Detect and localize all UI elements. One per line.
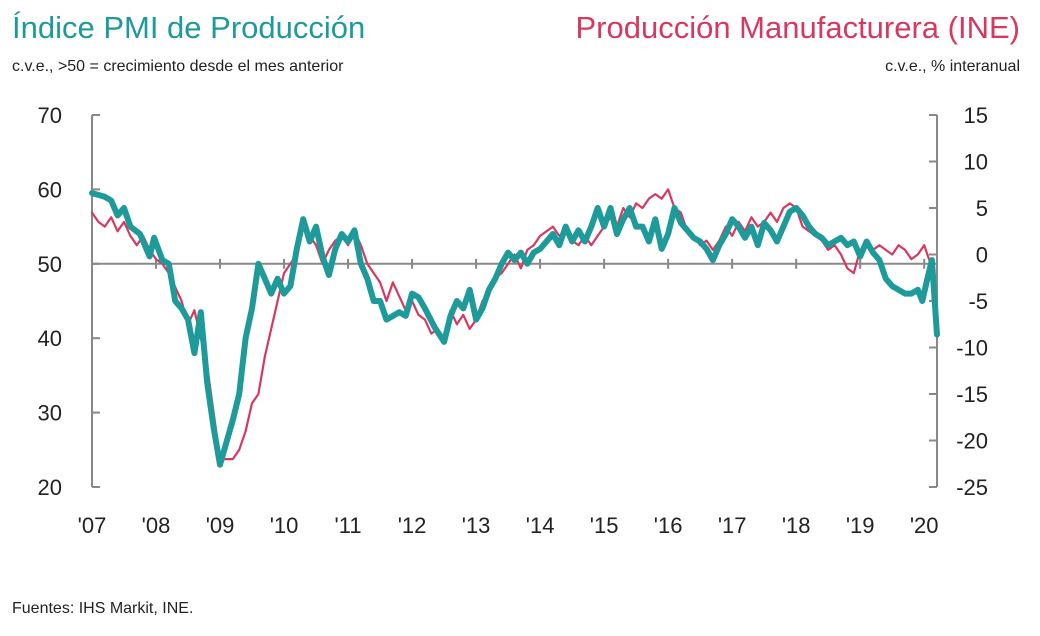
right-tick-label: 5 <box>976 196 988 221</box>
right-tick-label: -10 <box>956 336 988 361</box>
source-note: Fuentes: IHS Markit, INE. <box>12 600 194 617</box>
pmi-series-line <box>89 190 940 468</box>
right-axis-subtitle: c.v.e., % interanual <box>885 58 1020 75</box>
left-tick-label: 40 <box>38 326 62 351</box>
x-tick-label: '17 <box>718 513 747 538</box>
x-tick-label: '16 <box>654 513 683 538</box>
x-tick-label: '12 <box>398 513 427 538</box>
x-tick-label: '08 <box>142 513 171 538</box>
right-tick-label: -25 <box>956 475 988 500</box>
x-tick-label: '09 <box>206 513 235 538</box>
ine-series-line <box>90 188 932 461</box>
left-tick-label: 30 <box>38 401 62 426</box>
right-tick-label: -20 <box>956 429 988 454</box>
right-tick-label: 15 <box>964 103 988 128</box>
x-tick-label: '20 <box>910 513 939 538</box>
x-tick-label: '15 <box>590 513 619 538</box>
left-axis-subtitle: c.v.e., >50 = crecimiento desde el mes a… <box>12 58 344 75</box>
x-tick-label: '19 <box>846 513 875 538</box>
chart-series <box>89 188 940 468</box>
x-tick-label: '11 <box>335 513 362 538</box>
left-tick-label: 20 <box>38 475 62 500</box>
chart-axes: 20 30 40 50 60 70 -25 -20 -15 -10 -5 0 5 10 15 '07 '08 '0… <box>38 103 988 538</box>
left-tick-label: 50 <box>38 252 62 277</box>
right-tick-label: -15 <box>956 382 988 407</box>
right-axis-title: Producción Manufacturera (INE) <box>575 10 1020 45</box>
x-tick-label: '14 <box>526 513 555 538</box>
left-tick-label: 70 <box>38 103 62 128</box>
right-tick-label: 10 <box>964 150 988 175</box>
left-axis-title: Índice PMI de Producción <box>12 10 366 45</box>
left-tick-label: 60 <box>38 177 62 202</box>
right-tick-label: 0 <box>976 243 988 268</box>
right-tick-label: -5 <box>968 289 988 314</box>
x-tick-label: '13 <box>462 513 491 538</box>
x-tick-label: '10 <box>270 513 299 538</box>
x-tick-label: '18 <box>782 513 811 538</box>
x-tick-label: '07 <box>78 513 107 538</box>
